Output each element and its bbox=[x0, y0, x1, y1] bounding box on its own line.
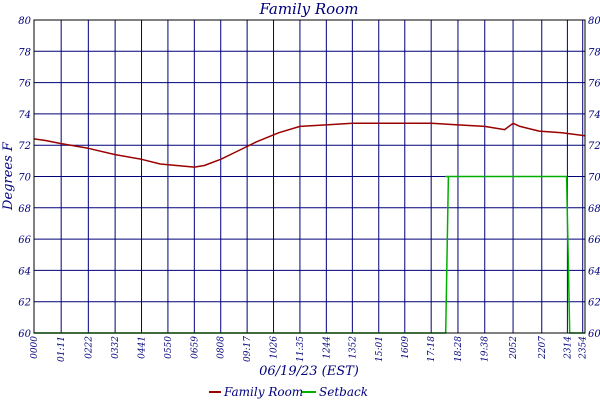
y-tick-label-left-3: 66 bbox=[18, 235, 31, 246]
y-tick-label-right-2: 64 bbox=[588, 266, 600, 277]
y-tick-labels-left: 60 62 64 66 68 70 72 74 76 78 80 bbox=[18, 16, 31, 340]
x-tick-label-20: 2314 bbox=[563, 336, 573, 360]
x-tick-label-21: 2354 bbox=[579, 336, 589, 360]
y-tick-label-left-4: 68 bbox=[18, 204, 31, 215]
x-tick-label-3: 0332 bbox=[111, 336, 121, 359]
series-line-family-room bbox=[33, 122, 586, 168]
x-tick-label-12: 1352 bbox=[348, 336, 358, 359]
x-tick-label-13: 15:01 bbox=[375, 336, 385, 362]
x-tick-label-1: 01:11 bbox=[57, 336, 67, 362]
x-tick-label-5: 0550 bbox=[164, 336, 174, 359]
x-tick-label-18: 2052 bbox=[509, 336, 519, 360]
y-tick-label-left-8: 76 bbox=[18, 79, 31, 90]
y-tick-label-right-8: 76 bbox=[588, 79, 600, 90]
y-tick-label-left-9: 78 bbox=[18, 47, 31, 58]
x-tick-labels: 0000 01:11 0222 0332 0441 0550 0659 0808 09:17 10… bbox=[30, 336, 589, 362]
x-axis-title: 06/19/23 (EST) bbox=[259, 364, 359, 379]
x-tick-label-9: 1026 bbox=[270, 336, 280, 359]
y-tick-label-right-3: 66 bbox=[588, 235, 600, 246]
y-tick-label-right-0: 60 bbox=[588, 329, 600, 340]
plot-frame bbox=[33, 19, 586, 334]
y-tick-label-right-4: 68 bbox=[588, 204, 600, 215]
y-tick-label-right-6: 72 bbox=[588, 141, 600, 152]
x-tick-label-19: 2207 bbox=[538, 336, 548, 360]
x-tick-label-8: 09:17 bbox=[243, 336, 253, 362]
legend-label-family-room: Family Room bbox=[223, 385, 303, 399]
y-tick-label-right-9: 78 bbox=[588, 47, 600, 58]
x-tick-label-16: 18:28 bbox=[454, 336, 464, 362]
x-tick-label-4: 0441 bbox=[138, 336, 148, 359]
x-tick-label-7: 0808 bbox=[217, 336, 227, 359]
y-tick-label-left-5: 70 bbox=[18, 173, 31, 184]
x-tick-label-11: 1244 bbox=[322, 336, 332, 359]
y-tick-label-left-0: 60 bbox=[18, 329, 31, 340]
x-tick-label-6: 0659 bbox=[190, 336, 200, 359]
x-tick-label-14: 1609 bbox=[401, 336, 411, 359]
y-tick-label-left-1: 62 bbox=[18, 298, 31, 309]
x-tick-label-15: 17:18 bbox=[427, 336, 437, 362]
y-tick-label-left-2: 64 bbox=[18, 266, 31, 277]
y-tick-label-right-5: 70 bbox=[588, 173, 600, 184]
series-layer bbox=[33, 122, 586, 334]
chart-title: Family Room bbox=[259, 0, 359, 18]
legend: Family Room Setback bbox=[209, 385, 368, 399]
x-tick-label-0: 0000 bbox=[30, 336, 40, 359]
y-tick-label-left-10: 80 bbox=[18, 16, 31, 27]
series-line-setback bbox=[34, 175, 585, 334]
y-tick-label-right-10: 80 bbox=[588, 16, 600, 27]
x-tick-label-17: 19:38 bbox=[481, 336, 491, 362]
legend-label-setback: Setback bbox=[319, 385, 368, 399]
x-tick-label-10: 11:35 bbox=[296, 336, 306, 362]
y-tick-labels-right: 60 62 64 66 68 70 72 74 76 78 80 bbox=[588, 16, 600, 340]
y-axis-title: Degrees F bbox=[1, 141, 16, 211]
y-tick-label-right-1: 62 bbox=[588, 298, 600, 309]
y-tick-label-right-7: 74 bbox=[588, 110, 600, 121]
y-tick-label-left-6: 72 bbox=[18, 141, 31, 152]
y-tick-label-left-7: 74 bbox=[18, 110, 31, 121]
x-tick-label-2: 0222 bbox=[84, 336, 94, 359]
